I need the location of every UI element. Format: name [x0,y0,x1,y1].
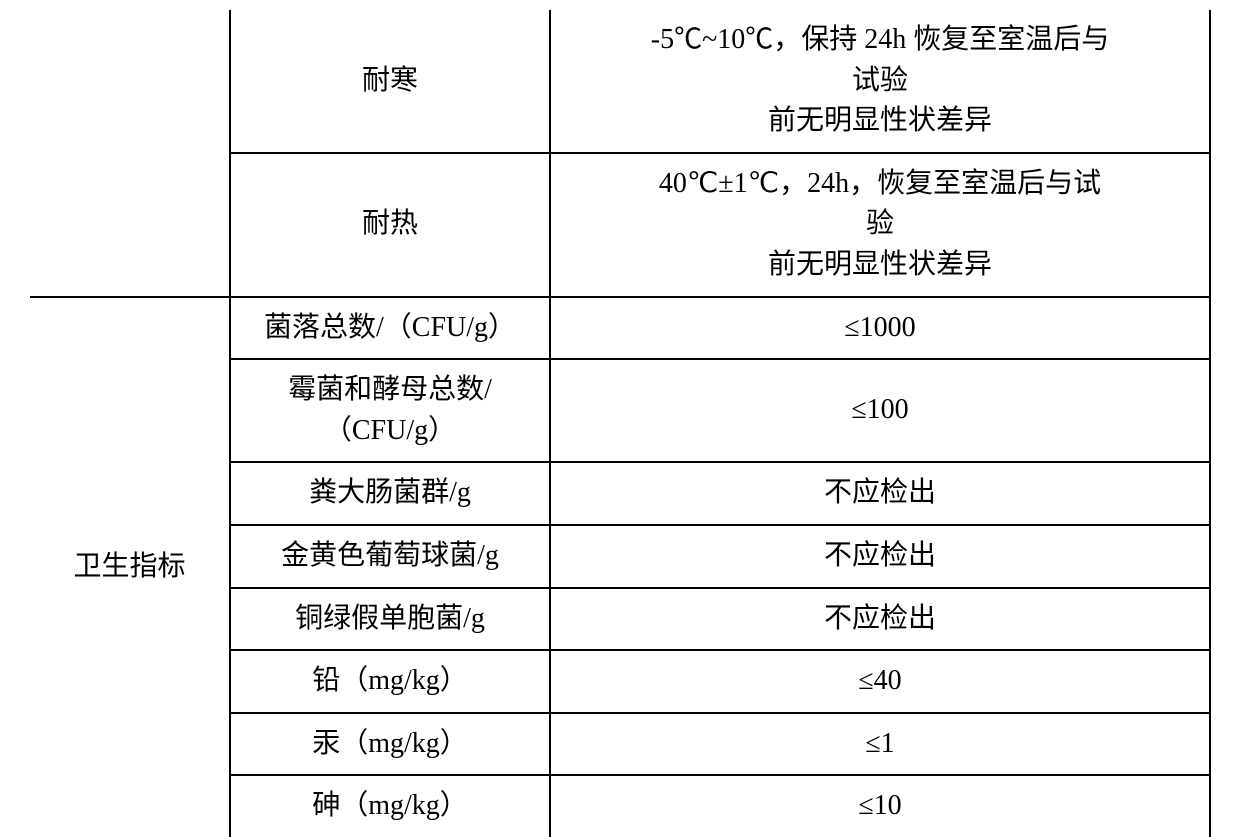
value-line: 试验 [557,61,1203,102]
param-cell: 铅（mg/kg） [230,650,550,713]
param-cell: 金黄色葡萄球菌/g [230,525,550,588]
category-cell-stability [30,10,230,297]
param-cell: 汞（mg/kg） [230,713,550,776]
param-cell: 菌落总数/（CFU/g） [230,297,550,360]
value-line: 前无明显性状差异 [557,245,1203,286]
param-line: （CFU/g） [237,411,543,452]
param-cell: 霉菌和酵母总数/ （CFU/g） [230,359,550,462]
value-cell: ≤100 [550,359,1210,462]
param-cell: 铜绿假单胞菌/g [230,588,550,651]
table-row: 耐寒 -5℃~10℃，保持 24h 恢复至室温后与 试验 前无明显性状差异 [30,10,1210,153]
param-line: 霉菌和酵母总数/ [237,370,543,411]
value-line: 验 [557,204,1203,245]
value-cell: ≤1000 [550,297,1210,360]
table-row: 卫生指标 菌落总数/（CFU/g） ≤1000 [30,297,1210,360]
value-cell: -5℃~10℃，保持 24h 恢复至室温后与 试验 前无明显性状差异 [550,10,1210,153]
value-cell: 不应检出 [550,525,1210,588]
param-cell: 耐热 [230,153,550,297]
value-cell: ≤10 [550,775,1210,837]
value-cell: ≤40 [550,650,1210,713]
param-cell: 耐寒 [230,10,550,153]
value-cell: 40℃±1℃，24h，恢复至室温后与试 验 前无明显性状差异 [550,153,1210,297]
value-cell: ≤1 [550,713,1210,776]
value-cell: 不应检出 [550,588,1210,651]
param-cell: 粪大肠菌群/g [230,462,550,525]
value-cell: 不应检出 [550,462,1210,525]
value-line: 前无明显性状差异 [557,101,1203,142]
value-line: 40℃±1℃，24h，恢复至室温后与试 [557,164,1203,205]
spec-table: 耐寒 -5℃~10℃，保持 24h 恢复至室温后与 试验 前无明显性状差异 耐热… [30,10,1211,837]
param-cell: 砷（mg/kg） [230,775,550,837]
category-cell-hygiene: 卫生指标 [30,297,230,837]
value-line: -5℃~10℃，保持 24h 恢复至室温后与 [557,20,1203,61]
spec-table-container: 耐寒 -5℃~10℃，保持 24h 恢复至室温后与 试验 前无明显性状差异 耐热… [30,10,1210,837]
